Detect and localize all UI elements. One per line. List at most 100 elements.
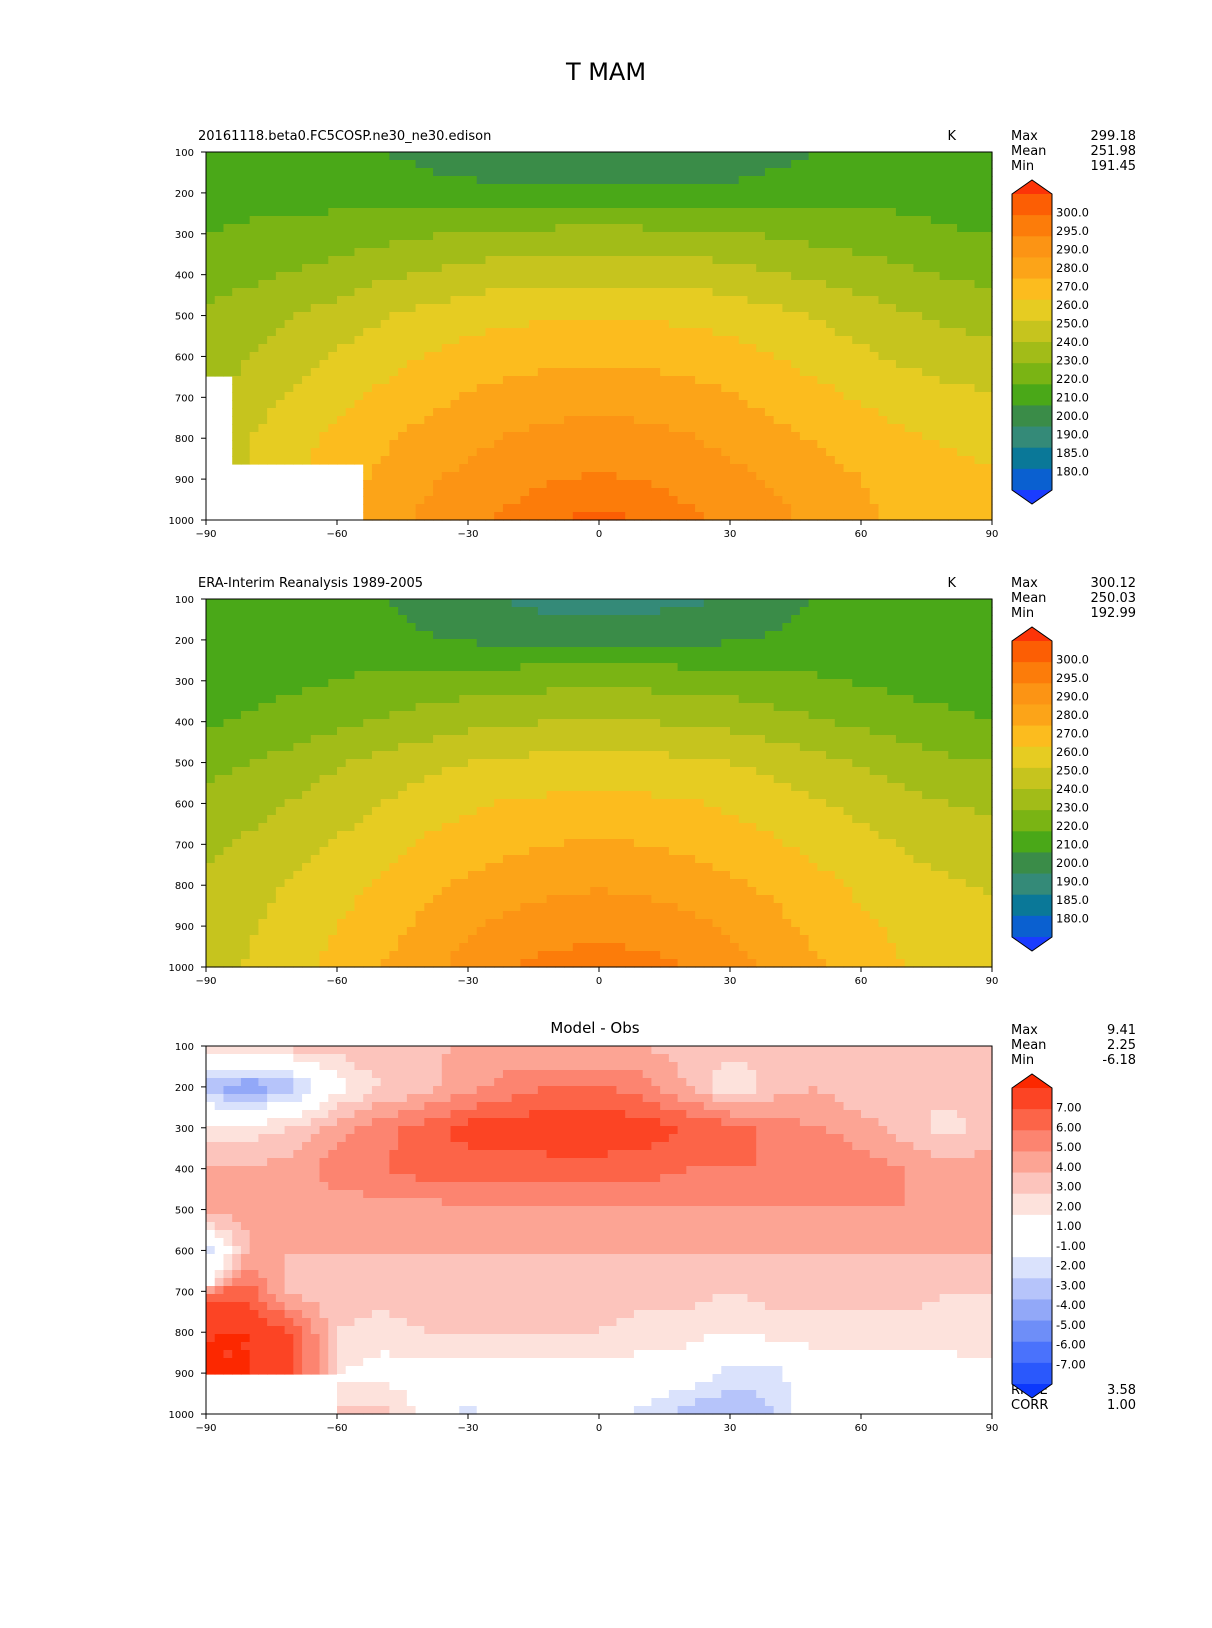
contour-cell (913, 416, 923, 425)
contour-cell (502, 472, 513, 481)
contour-cell (398, 512, 408, 521)
contour-cell (572, 504, 583, 513)
contour-cell (424, 416, 434, 425)
contour-cell (703, 248, 714, 257)
contour-cell (223, 216, 233, 225)
contour-cell (773, 288, 783, 297)
contour-cell (817, 184, 827, 193)
contour-cell (782, 264, 792, 273)
contour-cell (581, 168, 591, 177)
contour-cell (599, 160, 609, 169)
contour-cell (240, 192, 251, 201)
contour-cell (476, 272, 487, 281)
contour-cell (930, 440, 941, 449)
contour-cell (948, 216, 958, 225)
contour-cell (738, 639, 749, 648)
contour-cell (904, 232, 914, 241)
contour-cell (258, 240, 268, 249)
contour-cell (406, 400, 417, 409)
contour-cell (398, 296, 408, 305)
contour-cell (957, 408, 967, 417)
contour-cell (380, 336, 390, 345)
contour-cell (878, 440, 888, 449)
contour-cell (913, 256, 923, 265)
contour-cell (747, 472, 757, 481)
contour-cell (275, 184, 286, 193)
contour-cell (380, 288, 390, 297)
contour-cell (389, 655, 399, 664)
contour-cell (293, 216, 303, 225)
contour-cell (546, 360, 556, 369)
contour-cell (939, 631, 949, 640)
contour-cell (633, 184, 644, 193)
contour-cell (791, 352, 801, 361)
contour-cell (791, 224, 801, 233)
contour-cell (599, 312, 609, 321)
contour-cell (712, 416, 722, 425)
contour-cell (232, 679, 242, 688)
contour-cell (459, 623, 469, 632)
contour-cell (861, 192, 871, 201)
contour-cell (677, 671, 687, 680)
contour-cell (948, 296, 958, 305)
contour-cell (887, 496, 897, 505)
contour-cell (555, 464, 565, 473)
contour-cell (930, 176, 941, 185)
contour-cell (424, 496, 434, 505)
contour-cell (817, 240, 827, 249)
contour-cell (712, 647, 722, 656)
contour-cell (284, 192, 294, 201)
contour-cell (599, 296, 609, 305)
contour-cell (843, 655, 853, 664)
contour-cell (930, 512, 941, 521)
contour-cell (520, 320, 530, 329)
contour-cell (834, 448, 845, 457)
contour-cell (677, 480, 687, 489)
contour-cell (930, 200, 941, 209)
contour-cell (214, 152, 225, 161)
contour-cell (764, 240, 775, 249)
contour-cell (633, 368, 644, 377)
contour-cell (861, 216, 871, 225)
contour-cell (450, 496, 460, 505)
contour-cell (799, 368, 810, 377)
contour-cell (756, 368, 766, 377)
contour-cell (476, 216, 487, 225)
contour-cell (895, 320, 906, 329)
contour-cell (642, 384, 652, 393)
contour-cell (581, 464, 591, 473)
contour-cell (686, 416, 696, 425)
contour-cell (302, 631, 312, 640)
contour-cell (957, 160, 967, 169)
contour-cell (371, 328, 382, 337)
contour-cell (564, 168, 574, 177)
contour-cell (485, 599, 495, 608)
contour-cell (738, 288, 749, 297)
contour-cell (319, 416, 329, 425)
contour-cell (520, 456, 530, 465)
contour-cell (808, 424, 818, 433)
contour-cell (232, 264, 242, 273)
contour-cell (817, 192, 827, 201)
contour-cell (939, 168, 949, 177)
contour-cell (826, 384, 836, 393)
contour-cell (363, 288, 373, 297)
contour-cell (240, 416, 251, 425)
contour-cell (660, 288, 670, 297)
contour-cell (502, 440, 513, 449)
contour-cell (948, 456, 958, 465)
contour-cell (887, 488, 897, 497)
contour-cell (599, 224, 609, 233)
contour-cell (983, 368, 993, 377)
contour-cell (895, 368, 906, 377)
contour-cell (546, 647, 556, 656)
contour-cell (834, 256, 845, 265)
contour-cell (206, 248, 216, 257)
contour-cell (232, 296, 242, 305)
contour-cell (887, 280, 897, 289)
contour-cell (668, 400, 679, 409)
contour-cell (406, 496, 417, 505)
contour-cell (380, 296, 390, 305)
contour-cell (450, 296, 460, 305)
contour-cell (302, 216, 312, 225)
